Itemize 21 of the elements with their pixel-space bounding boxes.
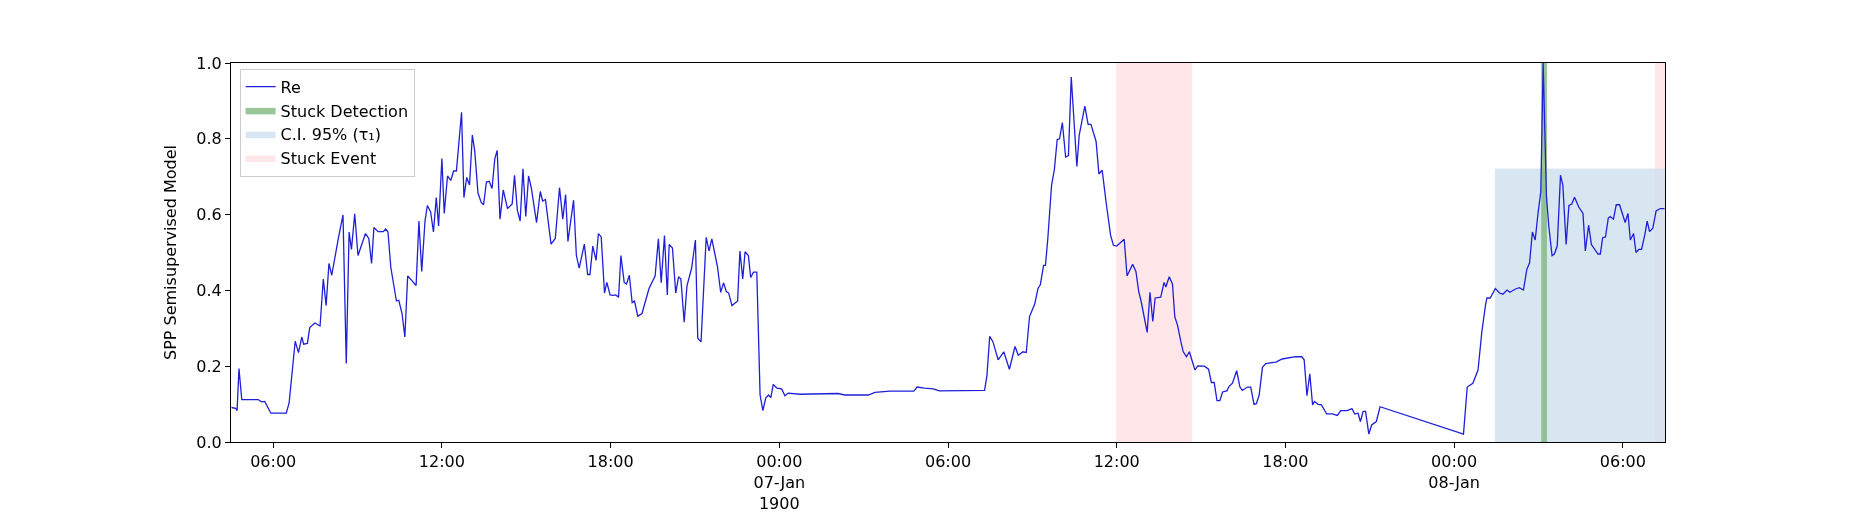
x-tick-label: 06:00	[1599, 452, 1646, 472]
y-tick-label: 0.6	[196, 205, 222, 225]
x-tick-label: 06:00	[250, 452, 297, 472]
legend-label: Re	[280, 77, 301, 97]
x-tick-label: 12:00	[418, 452, 465, 472]
x-tick-label: 12:00	[1093, 452, 1140, 472]
legend-label: Stuck Event	[280, 149, 377, 169]
y-tick-label: 0.8	[196, 129, 222, 149]
y-tick-label: 0.2	[196, 356, 222, 376]
x-tick-label: 06:00	[924, 452, 972, 472]
x-tick-label: 18:00	[587, 452, 634, 472]
legend-label: C.I. 95% (τ₁)	[280, 125, 381, 145]
x-tick-label: 00:00 07-Jan 1900	[753, 452, 806, 513]
y-axis-title: SPP Semisupervised Model	[161, 145, 181, 360]
x-tick-label: 18:00	[1262, 452, 1309, 472]
legend-label: Stuck Detection	[280, 101, 409, 121]
y-tick-label: 0.0	[196, 432, 222, 452]
x-tick-label: 00:00 08-Jan	[1428, 452, 1480, 492]
line-series	[231, 63, 1665, 435]
y-tick-label: 0.4	[196, 281, 222, 300]
y-tick-label: 1.0	[196, 53, 222, 73]
